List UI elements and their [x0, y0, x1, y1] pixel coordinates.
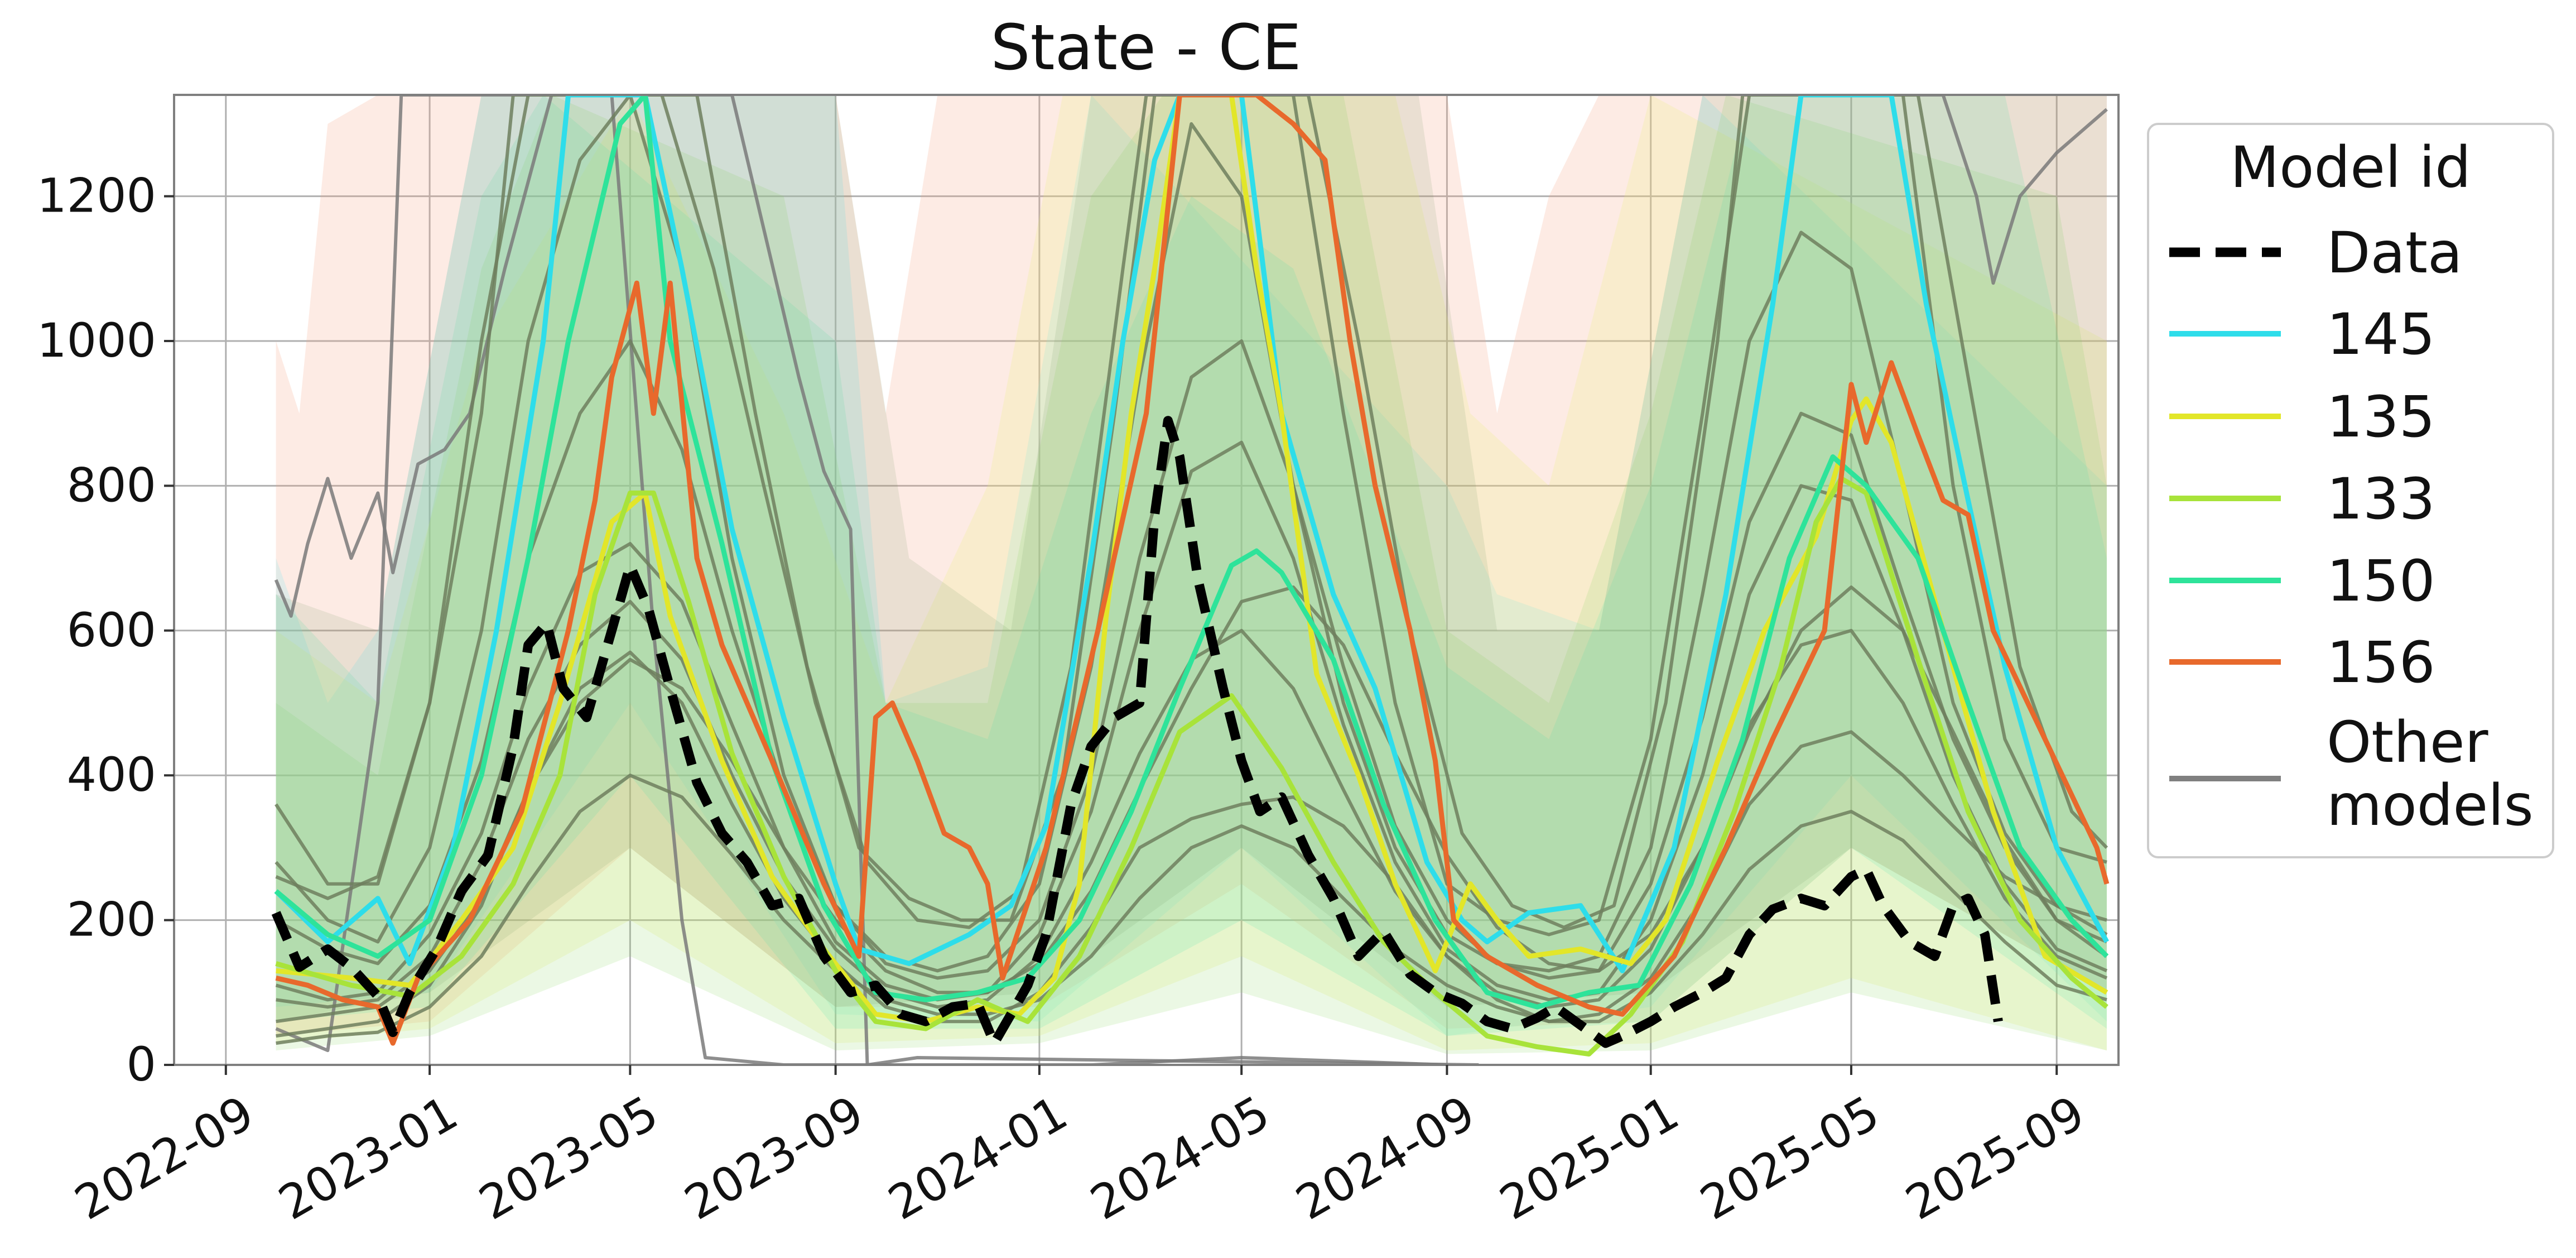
model-135-line [276, 95, 2108, 1024]
y-tick-label: 1000 [37, 313, 156, 368]
model-lines [274, 95, 2110, 1057]
legend-label: Other [2327, 709, 2488, 776]
other-model-line [275, 339, 2108, 980]
y-tick-label: 1200 [37, 169, 156, 223]
chart-title: State - CE [990, 12, 1301, 84]
model-150-line [274, 95, 2109, 1010]
y-tick-label: 0 [127, 1037, 156, 1092]
plot-frame [173, 94, 2120, 1066]
legend-label: 135 [2327, 384, 2435, 450]
data-series-line [271, 416, 2003, 1048]
observed-data-line [271, 416, 2003, 1048]
model-133-line [275, 476, 2108, 1057]
y-tick-label: 800 [67, 458, 156, 512]
legend-label: Data [2327, 220, 2463, 286]
other-model-line [275, 95, 2108, 929]
other-model-line [276, 650, 2107, 1038]
model-145-line [274, 95, 2109, 973]
other-model-line [276, 774, 2107, 1045]
other-model-line [276, 585, 2108, 1024]
legend-label: 145 [2327, 301, 2435, 368]
y-tick-label: 200 [67, 892, 156, 947]
model-156-line [275, 95, 2110, 1046]
legend-title: Model id [2230, 135, 2471, 201]
other-model-line [1891, 95, 2108, 285]
uncertainty-band [276, 95, 2107, 1054]
other-model-line [275, 95, 1447, 1065]
uncertainty-band [276, 95, 2107, 1051]
legend-label: models [2327, 772, 2534, 839]
legend-box [2147, 123, 2554, 858]
y-tick-label: 400 [67, 747, 156, 802]
y-tick-label: 600 [67, 603, 156, 657]
other-model-line [275, 95, 2108, 973]
y-axis: 0 200 400 600 800 1000 1200 [37, 169, 174, 1092]
legend-label: 150 [2327, 548, 2435, 614]
legend-label: 133 [2327, 466, 2435, 532]
legend-label: 156 [2327, 630, 2435, 696]
